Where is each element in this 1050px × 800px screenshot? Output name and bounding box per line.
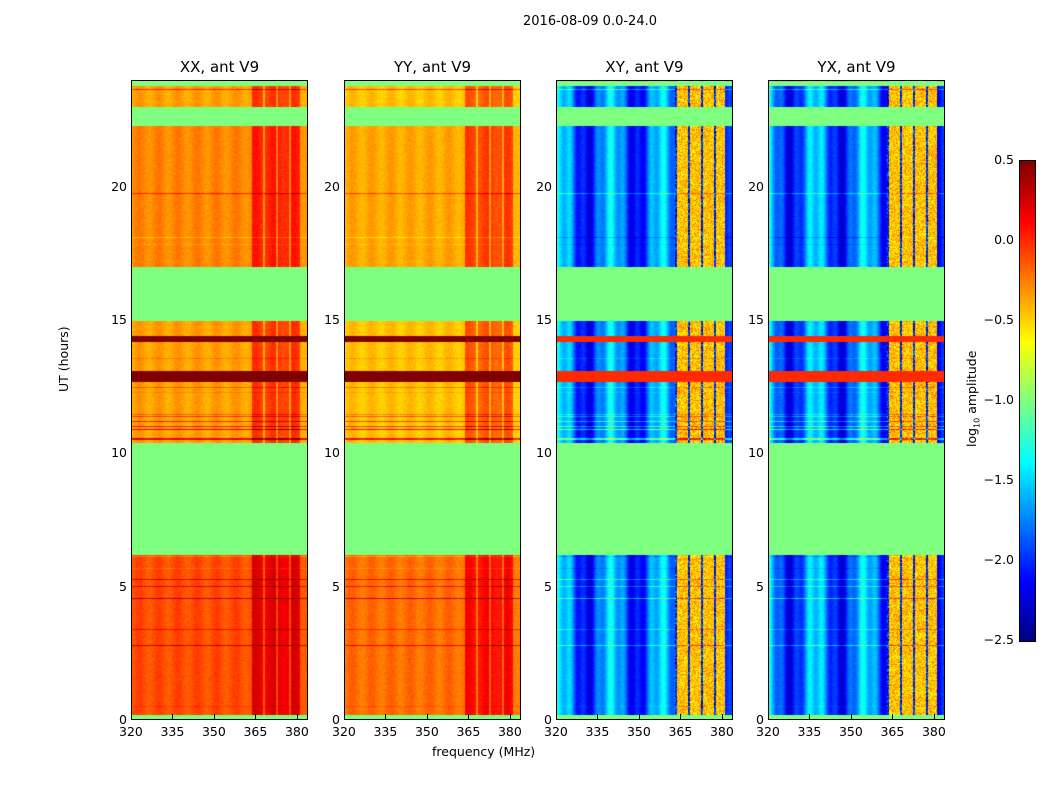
y-tick-label: 15 bbox=[536, 312, 552, 327]
y-tick-label: 0 bbox=[332, 712, 340, 727]
heatmap-2 bbox=[556, 80, 733, 720]
colorbar-tick-label: −2.0 bbox=[983, 552, 1014, 567]
x-tick bbox=[721, 714, 723, 720]
x-tick-label: 380 bbox=[921, 724, 946, 739]
panel-3: YX, ant V9 bbox=[768, 58, 945, 720]
y-tick-label: 0 bbox=[756, 712, 764, 727]
x-tick bbox=[892, 714, 894, 720]
x-tick bbox=[638, 714, 640, 720]
y-tick-label: 10 bbox=[324, 445, 340, 461]
x-tick-label: 350 bbox=[626, 724, 651, 739]
panel-1: YY, ant V9 bbox=[344, 58, 521, 720]
x-tick-label: 365 bbox=[243, 724, 268, 739]
x-tick-label: 380 bbox=[709, 724, 734, 739]
y-tick-label: 0 bbox=[544, 712, 552, 727]
y-tick-label: 10 bbox=[111, 445, 127, 461]
x-tick-label: 320 bbox=[332, 724, 356, 739]
y-tick-label: 5 bbox=[119, 578, 127, 594]
x-tick-label: 380 bbox=[284, 724, 309, 739]
colorbar-tick-label: −1.0 bbox=[983, 392, 1014, 407]
y-tick-label: 5 bbox=[332, 578, 340, 594]
y-tick-label: 15 bbox=[324, 312, 340, 327]
colorbar-label: log10 amplitude bbox=[964, 350, 982, 447]
x-tick bbox=[509, 714, 511, 720]
x-tick-label: 365 bbox=[456, 724, 481, 739]
panel-title: XY, ant V9 bbox=[605, 58, 684, 76]
x-tick bbox=[385, 714, 387, 720]
x-axis-label: frequency (MHz) bbox=[432, 744, 536, 759]
panel-title: YX, ant V9 bbox=[817, 58, 896, 76]
colorbar-tick-label: −2.5 bbox=[983, 632, 1014, 647]
x-tick bbox=[468, 714, 470, 720]
x-tick-label: 335 bbox=[585, 724, 610, 739]
panel-2: XY, ant V9 bbox=[556, 58, 733, 720]
panel-title: YY, ant V9 bbox=[393, 58, 471, 76]
x-tick bbox=[213, 714, 215, 720]
heatmap-3 bbox=[768, 80, 945, 720]
y-tick-label: 5 bbox=[544, 578, 552, 594]
x-tick bbox=[680, 714, 682, 720]
colorbar-tick-label: 0.5 bbox=[994, 152, 1014, 167]
figure-title: 2016-08-09 0.0-24.0 bbox=[523, 14, 657, 29]
x-tick-label: 320 bbox=[544, 724, 568, 739]
x-tick-label: 365 bbox=[880, 724, 905, 739]
y-tick-label: 5 bbox=[756, 578, 764, 594]
x-tick-label: 335 bbox=[373, 724, 398, 739]
y-tick-label: 20 bbox=[111, 178, 127, 194]
x-tick bbox=[131, 714, 132, 720]
y-tick-label: 20 bbox=[748, 178, 764, 194]
x-tick bbox=[172, 714, 174, 720]
y-tick-label: 20 bbox=[324, 178, 340, 194]
x-tick-label: 320 bbox=[756, 724, 780, 739]
y-axis-label: UT (hours) bbox=[56, 326, 71, 392]
y-tick-label: 15 bbox=[111, 312, 127, 327]
x-tick bbox=[556, 714, 557, 720]
x-tick bbox=[426, 714, 428, 720]
x-tick bbox=[255, 714, 257, 720]
x-tick bbox=[768, 714, 769, 720]
colorbar-tick-label: 0.0 bbox=[994, 232, 1014, 247]
y-tick-label: 15 bbox=[748, 312, 764, 327]
x-tick-label: 365 bbox=[668, 724, 693, 739]
y-tick-label: 10 bbox=[748, 445, 764, 461]
x-tick bbox=[850, 714, 852, 720]
x-tick-label: 335 bbox=[160, 724, 185, 739]
panel-title: XX, ant V9 bbox=[179, 58, 260, 76]
y-tick-label: 0 bbox=[119, 712, 127, 727]
x-tick bbox=[597, 714, 599, 720]
heatmap-0 bbox=[131, 80, 308, 720]
x-tick-label: 380 bbox=[497, 724, 522, 739]
colorbar bbox=[1019, 160, 1036, 642]
x-tick-label: 320 bbox=[119, 724, 143, 739]
x-tick-label: 350 bbox=[414, 724, 439, 739]
x-tick bbox=[933, 714, 935, 720]
heatmap-1 bbox=[344, 80, 521, 720]
panel-0: XX, ant V9 bbox=[131, 58, 308, 720]
x-tick bbox=[296, 714, 298, 720]
colorbar-tick-label: −1.5 bbox=[983, 472, 1014, 487]
x-tick-label: 350 bbox=[838, 724, 863, 739]
x-tick-label: 350 bbox=[201, 724, 226, 739]
y-tick-label: 10 bbox=[536, 445, 552, 461]
x-tick bbox=[809, 714, 811, 720]
x-tick bbox=[344, 714, 345, 720]
colorbar-tick-label: −0.5 bbox=[983, 312, 1014, 327]
x-tick-label: 335 bbox=[797, 724, 822, 739]
y-tick-label: 20 bbox=[536, 178, 552, 194]
